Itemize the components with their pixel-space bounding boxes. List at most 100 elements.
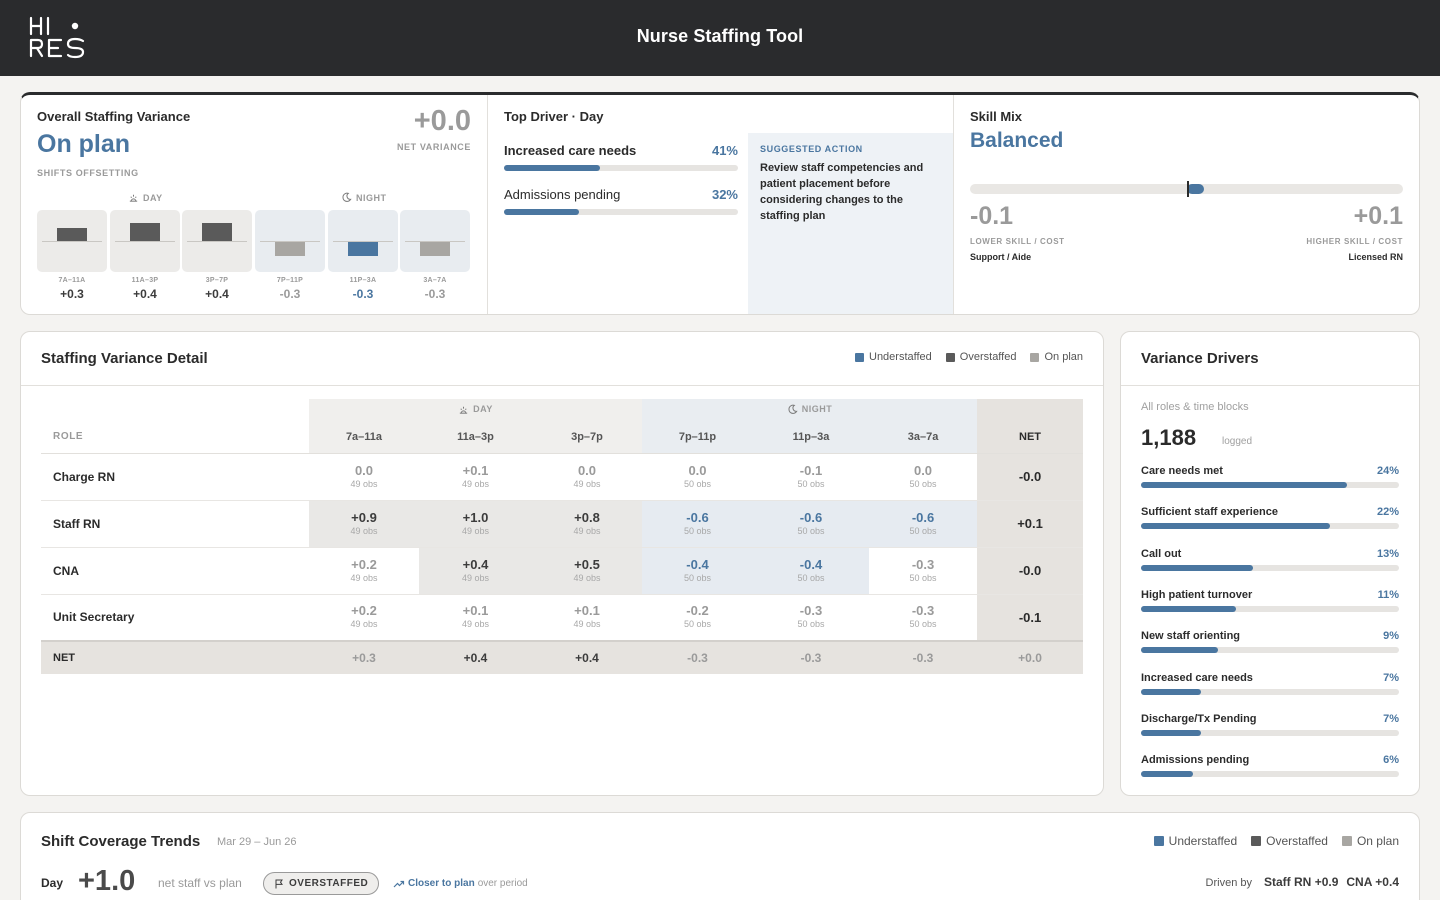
variance-cell[interactable]: 0.0 50 obs (869, 453, 978, 501)
time-block-value: +0.4 (205, 287, 229, 301)
hi-res-logo (29, 16, 85, 59)
sun-icon (129, 194, 138, 202)
time-block-label: 3A–7A (423, 277, 447, 284)
driven-by-cna: CNA +0.4 (1346, 875, 1399, 889)
top-driver-title: Top Driver · Day (504, 109, 604, 124)
skill-mix-status: Balanced (970, 129, 1064, 152)
time-block-label: 7P–11P (276, 277, 304, 284)
variance-drivers: Variance Drivers All roles & time blocks… (1120, 331, 1420, 796)
legend-on-plan: On plan (1341, 834, 1399, 848)
role-name: Charge RN (41, 453, 309, 501)
legend-on-plan: On plan (1030, 351, 1083, 363)
variance-cell[interactable]: +1.0 49 obs (419, 500, 532, 548)
skill-mix-track (970, 181, 1403, 197)
variance-cell[interactable]: +0.2 49 obs (309, 547, 419, 595)
variance-cell[interactable]: -0.6 50 obs (753, 500, 869, 548)
driver-fill (1141, 564, 1253, 571)
time-block-label: 3P–7P (205, 277, 229, 284)
drivers-count: 1,188 (1141, 425, 1197, 450)
skill-mix-title: Skill Mix (970, 109, 1023, 124)
detail-title: Staffing Variance Detail (41, 350, 208, 367)
net-total: +0.0 (977, 640, 1084, 674)
shift-coverage-trends: Shift Coverage Trends Mar 29 – Jun 26 Un… (20, 812, 1420, 900)
variance-cell[interactable]: +0.1 49 obs (419, 453, 532, 501)
variance-cell[interactable]: +0.4 49 obs (419, 547, 532, 595)
variance-cell[interactable]: -0.6 50 obs (642, 500, 753, 548)
table-row: CNA +0.2 49 obs +0.4 49 obs +0.5 49 obs -0.4 50 … (41, 547, 1084, 595)
variance-cell[interactable]: +0.1 49 obs (532, 594, 642, 642)
variance-cell[interactable]: +0.5 49 obs (532, 547, 642, 595)
driver-name: Call out (1141, 547, 1182, 560)
variance-cell[interactable]: -0.3 50 obs (869, 547, 978, 595)
variance-cell[interactable]: 0.0 50 obs (642, 453, 753, 501)
day-period-label: DAY (128, 192, 163, 203)
driver-track (1141, 688, 1399, 695)
column-header: 7p–11p (642, 421, 753, 454)
time-block-value: -0.3 (424, 287, 446, 301)
trend-direction: Closer to plan over period (393, 878, 528, 889)
column-header: 3p–7p (532, 421, 642, 454)
row-net-value: -0.0 (977, 547, 1084, 595)
variance-cell[interactable]: 0.0 49 obs (532, 453, 642, 501)
skill-mix-fill (1186, 184, 1204, 194)
driver-fill (504, 165, 600, 171)
driver-track (1141, 605, 1399, 612)
suggested-action-text: Review staff competencies and patient pl… (760, 162, 924, 222)
variance-cell[interactable]: -0.3 50 obs (753, 594, 869, 642)
variance-cell[interactable]: 0.0 49 obs (309, 453, 419, 501)
trends-legend: Understaffed Overstaffed On plan (1153, 834, 1399, 848)
detail-legend: Understaffed Overstaffed On plan (855, 351, 1083, 363)
driver-name: Increased care needs (504, 143, 637, 158)
moon-icon (342, 192, 352, 202)
net-row-value: +0.3 (309, 640, 419, 674)
moon-icon (788, 404, 798, 414)
variance-cell[interactable]: -0.3 50 obs (869, 594, 978, 642)
skill-mix-panel: Skill Mix Balanced -0.1 +0.1 LOWER SKILL… (953, 95, 1419, 314)
driver-name: New staff orienting (1141, 630, 1241, 643)
suggested-action: SUGGESTED ACTION Review staff competenci… (748, 133, 953, 314)
variance-cell[interactable]: +0.9 49 obs (309, 500, 419, 548)
role-column-header: ROLE (41, 421, 309, 454)
driver-pct: 6% (1383, 754, 1399, 767)
variance-cell[interactable]: -0.1 50 obs (753, 453, 869, 501)
suggested-action-caption: SUGGESTED ACTION (760, 144, 863, 154)
column-header: 11p–3a (753, 421, 869, 454)
net-row-value: +0.4 (532, 640, 642, 674)
driver-fill (1141, 729, 1202, 736)
variance-cell[interactable]: +0.2 49 obs (309, 594, 419, 642)
overall-variance-panel: Overall Staffing Variance On plan SHIFTS… (21, 95, 487, 314)
variance-cell[interactable]: -0.6 50 obs (869, 500, 978, 548)
time-block-bar (275, 242, 305, 256)
time-block-mini (400, 210, 470, 272)
net-column-header: NET (977, 421, 1084, 454)
variance-cell[interactable]: -0.2 50 obs (642, 594, 753, 642)
skill-low-caption: LOWER SKILL / COST (970, 237, 1065, 246)
variance-cell[interactable]: +0.1 49 obs (419, 594, 532, 642)
driver-track (1141, 523, 1399, 530)
driver-name: Admissions pending (1141, 754, 1250, 767)
table-row: Staff RN +0.9 49 obs +1.0 49 obs +0.8 49 obs -0… (41, 500, 1084, 548)
skill-low-value: -0.1 (970, 202, 1014, 230)
time-block-value: +0.4 (133, 287, 157, 301)
variance-table: DAY NIGHT ROLE 7a–11a 11a–3p 3p–7p 7p–11… (41, 399, 1084, 674)
net-group-spacer (977, 399, 1084, 421)
time-block-mini (110, 210, 180, 272)
column-header: 11a–3p (419, 421, 532, 454)
net-row: NET +0.3 +0.4 +0.4 -0.3 -0.3 -0.3 +0.0 (41, 640, 1084, 674)
time-block-label: 7A–11A (58, 277, 86, 284)
top-bar: Nurse Staffing Tool (0, 0, 1440, 76)
row-net-value: -0.1 (977, 594, 1084, 642)
variance-cell[interactable]: +0.8 49 obs (532, 500, 642, 548)
flag-icon (275, 879, 283, 888)
driver-name: Sufficient staff experience (1141, 506, 1278, 519)
variance-cell[interactable]: -0.4 50 obs (642, 547, 753, 595)
role-name: Staff RN (41, 500, 309, 548)
trends-title: Shift Coverage Trends (41, 833, 201, 850)
driver-fill (1141, 688, 1202, 695)
driver-fill (1141, 771, 1193, 778)
net-row-value: -0.3 (753, 640, 869, 674)
legend-understaffed: Understaffed (1153, 834, 1237, 848)
time-block-value: -0.3 (279, 287, 301, 301)
net-row-value: -0.3 (869, 640, 978, 674)
variance-cell[interactable]: -0.4 50 obs (753, 547, 869, 595)
